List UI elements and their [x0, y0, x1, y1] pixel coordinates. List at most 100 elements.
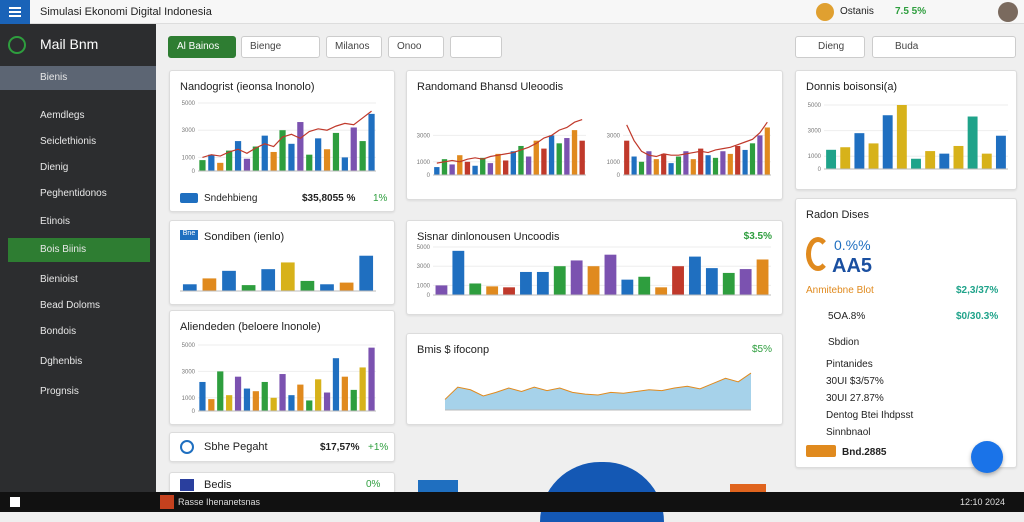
select[interactable]: Buda [872, 36, 1016, 58]
bar [332, 132, 340, 171]
bar [270, 151, 277, 171]
card: Bedis 0% [169, 472, 395, 494]
bar [911, 158, 921, 169]
primary-button[interactable]: Al Bainos [168, 36, 236, 58]
bar [486, 286, 499, 295]
bar [449, 164, 455, 175]
bar [672, 266, 684, 295]
bar [556, 143, 562, 175]
search[interactable]: Dieng [795, 36, 865, 58]
bar [749, 143, 756, 175]
card: Bmis $ ifoconp $5% [406, 333, 783, 425]
bar [925, 151, 936, 169]
sidebar: Mail Bnm Bienis Aemdlegs Seiclethionis Dien… [0, 24, 156, 492]
bar [742, 149, 748, 175]
menu-button[interactable] [0, 0, 30, 24]
nav-item[interactable]: Dienig [40, 162, 69, 173]
y-tick-label: 0 [818, 167, 822, 173]
bar [995, 135, 1006, 169]
bar [359, 367, 366, 411]
row-label: Anmitebne Blot [806, 285, 874, 296]
card-title: Sbhe Pegaht [204, 441, 268, 453]
bar [533, 140, 539, 175]
bar [469, 283, 482, 295]
bar [472, 165, 478, 175]
nav-item[interactable]: Peghentidonos [40, 188, 107, 199]
icon-button[interactable] [450, 36, 502, 58]
nav-item[interactable]: Seiclethionis [40, 136, 97, 147]
y-tick-label: 5000 [417, 245, 431, 251]
chart: 0 1000 3000 [417, 118, 586, 179]
trend-line [626, 121, 768, 158]
bar [199, 160, 206, 171]
nav-item[interactable]: Bois Biinis [8, 238, 150, 262]
panel-title: Radon Dises [806, 209, 869, 221]
taskbar: Rasse Ihenanetsnas 12:10 2024 [0, 492, 1024, 512]
bar [315, 138, 322, 171]
bar [339, 282, 354, 291]
bar [564, 138, 570, 175]
card: Aliendeden (beloere lnonole) 0 1000 3000 50… [169, 310, 395, 425]
bar [252, 146, 259, 171]
card-change: 0% [366, 479, 381, 490]
bar [323, 392, 331, 411]
nav-item[interactable]: Bondois [40, 326, 77, 337]
bar [939, 153, 950, 169]
ring [806, 237, 830, 271]
nav-item[interactable]: Aemdlegs [40, 110, 85, 121]
card-value: $3.5% [743, 231, 772, 242]
icon [180, 479, 194, 491]
nav-item[interactable]: Etinois [40, 216, 71, 227]
card-title: Randomand Bhansd Uleoodis [417, 81, 564, 93]
bar [655, 287, 668, 295]
row-value: $2,3/37% [956, 285, 999, 296]
bar [241, 285, 256, 291]
filter[interactable]: Milanos [326, 36, 382, 58]
y-tick-label: 3000 [808, 129, 822, 135]
filter[interactable]: Bienge [241, 36, 320, 58]
chart: 0 1000 3000 5000 [808, 103, 1008, 173]
bar [705, 155, 711, 175]
profile[interactable] [998, 2, 1018, 22]
bar [288, 395, 295, 411]
bar [653, 159, 659, 175]
bar [698, 148, 704, 175]
bar [243, 158, 251, 171]
tag [806, 445, 836, 457]
footer-value: $35,8055 % [302, 193, 356, 204]
bar [579, 140, 585, 175]
bar [182, 284, 197, 291]
taskbar-app[interactable]: Rasse Ihenanetsnas [178, 497, 261, 507]
y-tick-label: 1000 [417, 283, 431, 289]
chart [180, 255, 376, 292]
bar [306, 154, 313, 171]
nav-item[interactable]: Bienioist [40, 274, 78, 285]
bar [464, 161, 471, 175]
bar [350, 389, 357, 411]
area [445, 373, 751, 410]
chart [444, 372, 752, 411]
bar [261, 269, 276, 291]
card-value: $17,57% [320, 442, 360, 453]
bar [953, 145, 964, 169]
bar [553, 266, 566, 295]
nav-item[interactable]: Prognsis [40, 386, 79, 397]
card-title: Bmis $ ifoconp [417, 344, 490, 356]
logo [8, 36, 26, 54]
bar [280, 262, 295, 291]
bar [300, 280, 315, 291]
bar [727, 153, 733, 175]
filter[interactable]: Onoo [388, 36, 444, 58]
bar [854, 133, 865, 169]
footer-change: 1% [373, 193, 388, 204]
nav-item[interactable]: Bienis [0, 66, 156, 90]
bar [735, 145, 741, 175]
nav-item[interactable]: Dghenbis [40, 356, 83, 367]
nav-item[interactable]: Bead Doloms [40, 300, 101, 311]
y-tick-label: 1000 [182, 396, 196, 402]
y-tick-label: 3000 [182, 369, 196, 375]
start[interactable] [10, 497, 20, 507]
list-item: Dentog Btei Ihdpsst [826, 410, 914, 421]
chart: 0 1000 3000 5000 [417, 245, 771, 299]
fab[interactable] [971, 441, 1003, 473]
